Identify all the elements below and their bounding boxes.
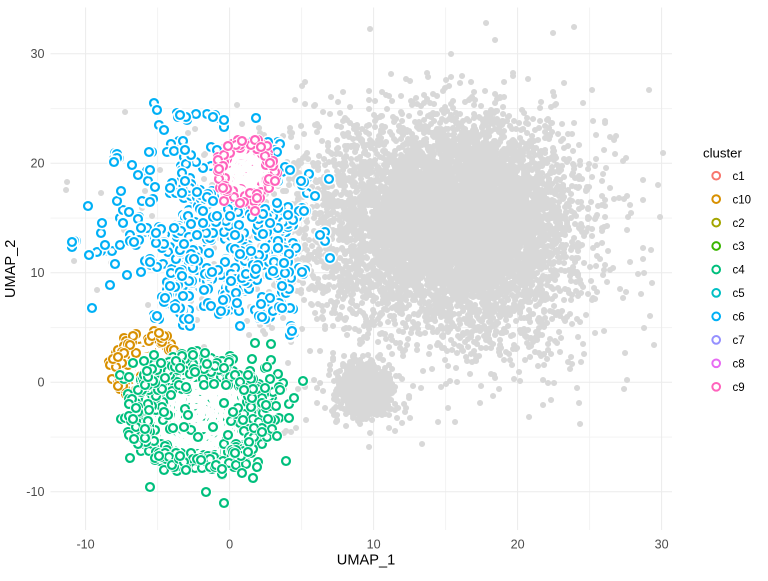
svg-text:c9: c9 (733, 382, 745, 394)
svg-text:c2: c2 (733, 218, 745, 230)
svg-text:0: 0 (37, 376, 44, 390)
svg-text:cluster: cluster (703, 146, 742, 161)
svg-text:UMAP_1: UMAP_1 (337, 553, 395, 569)
svg-text:0: 0 (226, 538, 233, 552)
svg-text:20: 20 (511, 538, 525, 552)
svg-text:c10: c10 (733, 194, 752, 206)
svg-text:30: 30 (30, 47, 44, 61)
svg-text:-10: -10 (26, 485, 44, 499)
svg-text:c1: c1 (733, 171, 745, 183)
svg-text:-10: -10 (76, 538, 94, 552)
svg-text:c6: c6 (733, 312, 745, 324)
svg-text:c7: c7 (733, 335, 745, 347)
svg-text:UMAP_2: UMAP_2 (3, 240, 19, 298)
svg-text:c3: c3 (733, 241, 745, 253)
svg-text:10: 10 (367, 538, 381, 552)
svg-text:c4: c4 (733, 265, 746, 277)
svg-text:10: 10 (30, 266, 44, 280)
svg-text:30: 30 (655, 538, 669, 552)
svg-text:20: 20 (30, 157, 44, 171)
svg-text:c5: c5 (733, 288, 745, 300)
svg-text:c8: c8 (733, 359, 745, 371)
